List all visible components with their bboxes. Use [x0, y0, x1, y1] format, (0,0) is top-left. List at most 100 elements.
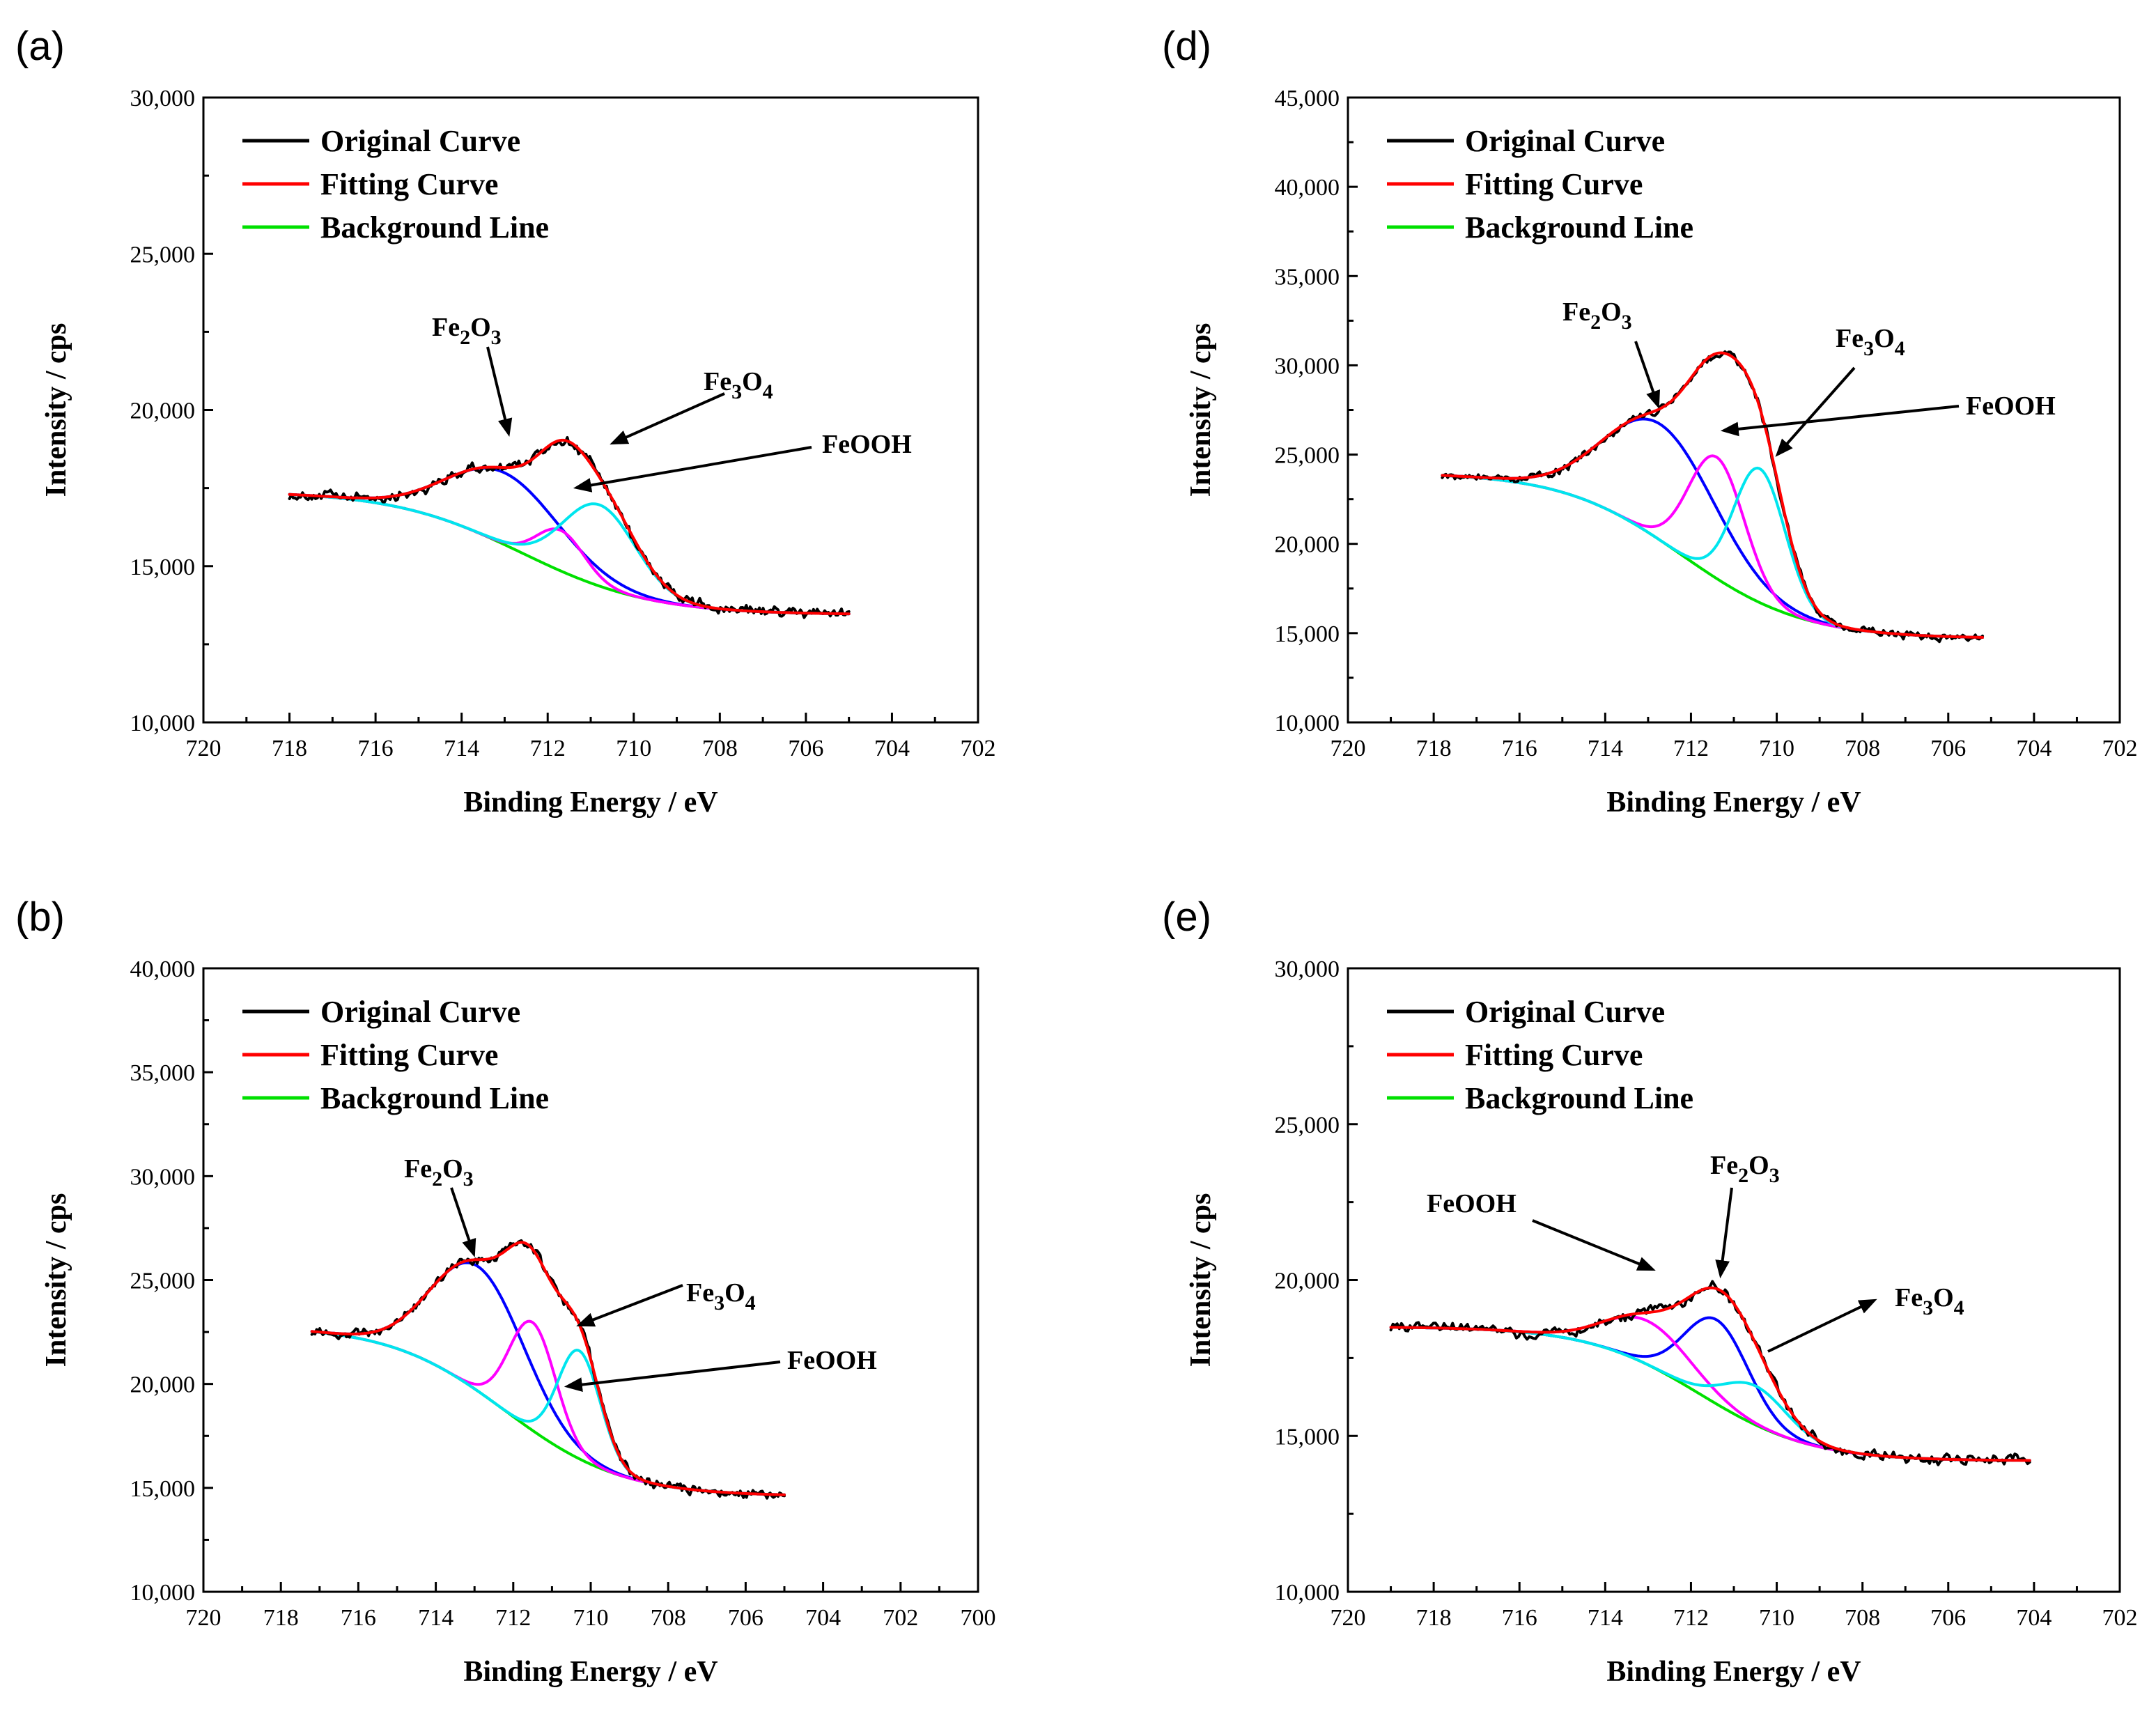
x-tick-label: 718 — [1416, 1605, 1452, 1631]
fe2o3-curve — [1441, 417, 1984, 639]
y-tick-label: 25,000 — [130, 1269, 196, 1294]
annotation-Fe2O3: Fe2O3 — [432, 313, 502, 349]
ann-sub: 2 — [1590, 311, 1601, 334]
background-curve — [288, 493, 851, 616]
ann-part: Fe — [432, 313, 460, 342]
plot-frame — [202, 967, 979, 1593]
chart-panel-b: (b) 720 718 716 714 712 710 708 706 704 702 700 10,0… — [15, 894, 996, 1688]
ann-part: Fe — [1836, 324, 1863, 353]
x-tick-label: 712 — [495, 1605, 531, 1631]
ann-sub: 3 — [1863, 337, 1874, 360]
annotation-arrow — [450, 1187, 476, 1257]
y-axis-title: Intensity / cps — [1185, 323, 1217, 497]
annotation-arrow — [610, 392, 725, 445]
x-tick-label: 708 — [651, 1605, 686, 1631]
y-tick-label: 30,000 — [1275, 956, 1340, 982]
x-tick-label: 716 — [1502, 1605, 1537, 1631]
legend: Original Curve Fitting Curve Background Li… — [242, 995, 549, 1115]
legend-label-original: Original Curve — [320, 124, 520, 158]
y-axis-title: Intensity / cps — [40, 323, 72, 497]
annotation-arrow — [573, 446, 812, 493]
legend-label-fitting: Fitting Curve — [320, 1038, 498, 1072]
annotation-arrow — [1775, 366, 1856, 457]
legend: Original Curve Fitting Curve Background Li… — [242, 124, 549, 245]
legend: Original Curve Fitting Curve Background Li… — [1387, 124, 1693, 245]
y-tick-label: 40,000 — [130, 956, 196, 982]
legend-label-background: Background Line — [1465, 1081, 1693, 1115]
annotation-FeOOH: FeOOH — [1427, 1189, 1517, 1218]
y-tick-label: 45,000 — [1275, 86, 1340, 111]
ann-part: Fe — [704, 367, 731, 396]
y-tick-label: 10,000 — [1275, 1580, 1340, 1606]
y-tick-label: 15,000 — [130, 1476, 196, 1502]
y-tick-label: 20,000 — [1275, 1269, 1340, 1294]
chart-panel-d: (d) 720 718 716 714 712 710 708 706 704 702 10,000 1… — [1162, 24, 2138, 819]
ann-sub: 4 — [763, 380, 773, 403]
legend-label-original: Original Curve — [1465, 995, 1665, 1029]
x-tick-label: 708 — [1845, 1605, 1880, 1631]
ann-part: O — [1748, 1151, 1769, 1180]
annotation-FeOOH: FeOOH — [822, 430, 912, 459]
fe3o4-curve — [1441, 466, 1984, 639]
x-tick-label: 710 — [1759, 1605, 1794, 1631]
ann-sub: 2 — [460, 326, 470, 349]
legend-label-original: Original Curve — [320, 995, 520, 1029]
background-curve — [1389, 1326, 2031, 1462]
annotation-Fe3O4: Fe3O4 — [1836, 324, 1905, 360]
fitting-curve — [288, 438, 851, 616]
x-tick-label: 710 — [1759, 736, 1794, 761]
annotation-arrow — [576, 1284, 683, 1327]
ann-part: Fe — [404, 1154, 432, 1184]
x-tick-label: 702 — [2102, 736, 2138, 761]
annotation-arrow — [1715, 1187, 1733, 1279]
ann-part: O — [724, 1278, 745, 1308]
y-tick-label: 30,000 — [130, 86, 196, 111]
x-tick-label: 710 — [616, 736, 651, 761]
y-tick-label: 10,000 — [130, 711, 196, 736]
ann-part: O — [1874, 324, 1895, 353]
ann-sub: 2 — [432, 1168, 442, 1191]
x-tick-label: 718 — [263, 1605, 299, 1631]
legend-label-background: Background Line — [320, 210, 549, 245]
x-tick-label: 716 — [1502, 736, 1537, 761]
panel-label: (b) — [15, 894, 65, 940]
fitting-curve — [310, 1241, 786, 1496]
x-tick-label: 714 — [418, 1605, 453, 1631]
y-tick-label: 35,000 — [130, 1060, 196, 1086]
legend-label-background: Background Line — [320, 1081, 549, 1115]
chart-panel-a: (a) 720 718 716 714 712 710 708 706 704 702 10,000 1… — [15, 24, 996, 819]
original-curve — [1441, 350, 1984, 644]
y-axis-title: Intensity / cps — [1185, 1193, 1217, 1367]
x-tick-label: 706 — [1930, 736, 1966, 761]
x-axis-title: Binding Energy / eV — [1606, 1656, 1861, 1688]
ann-part: Fe — [1895, 1283, 1923, 1312]
x-tick-label: 702 — [961, 736, 996, 761]
x-tick-label: 706 — [788, 736, 823, 761]
y-tick-label: 10,000 — [130, 1580, 196, 1606]
legend-label-background: Background Line — [1465, 210, 1693, 245]
x-tick-label: 702 — [883, 1605, 918, 1631]
y-tick-label: 30,000 — [1275, 353, 1340, 379]
x-tick-label: 704 — [874, 736, 910, 761]
legend-label-fitting: Fitting Curve — [1465, 167, 1643, 201]
ann-part: Fe — [1710, 1151, 1738, 1180]
annotation-FeOOH: FeOOH — [1966, 392, 2056, 421]
ann-sub: 4 — [1954, 1296, 1964, 1319]
ann-sub: 3 — [491, 326, 502, 349]
ann-part: O — [742, 367, 763, 396]
ann-part: O — [470, 313, 491, 342]
ann-sub: 4 — [745, 1292, 756, 1315]
chart-panel-e: (e) 720 718 716 714 712 710 708 706 704 702 10,000 1… — [1162, 894, 2138, 1688]
ann-sub: 2 — [1738, 1164, 1748, 1187]
x-tick-label: 710 — [573, 1605, 609, 1631]
ann-part: O — [1933, 1283, 1954, 1312]
x-tick-label: 716 — [341, 1605, 376, 1631]
feooh-curve — [310, 1319, 786, 1496]
legend-label-fitting: Fitting Curve — [320, 167, 498, 201]
feooh-curve — [1389, 1315, 2031, 1462]
plot-frame — [1347, 967, 2121, 1593]
ann-sub: 3 — [731, 380, 742, 403]
x-tick-label: 708 — [1845, 736, 1880, 761]
ann-part: O — [1601, 297, 1622, 327]
x-tick-label: 720 — [1331, 1605, 1366, 1631]
